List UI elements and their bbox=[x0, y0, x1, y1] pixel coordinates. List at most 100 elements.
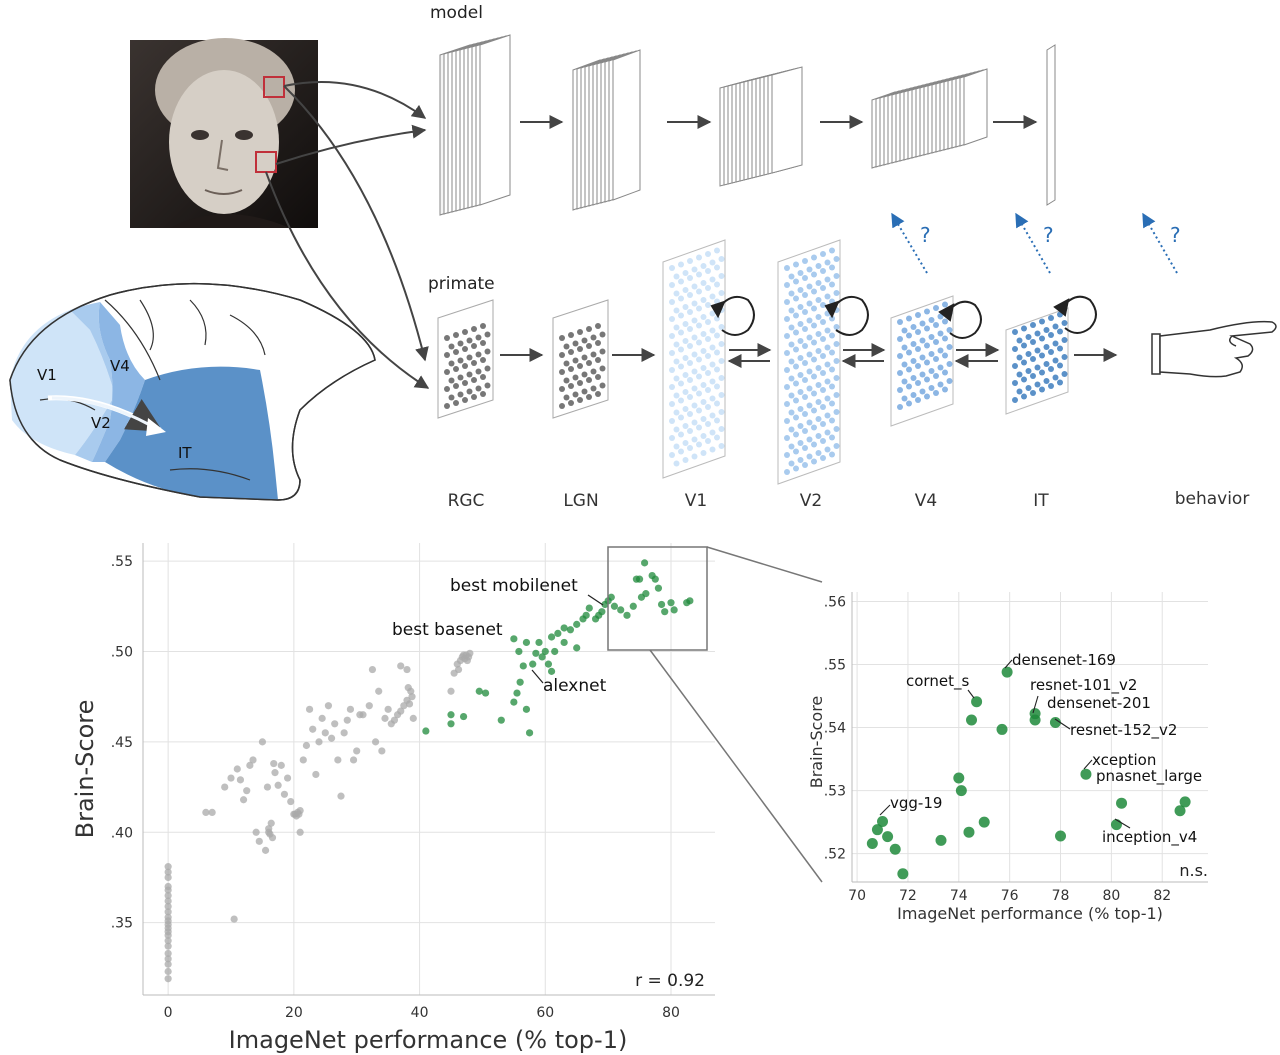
rgc-dot bbox=[475, 385, 482, 392]
v2-dot bbox=[824, 276, 831, 283]
rgc-dot bbox=[466, 354, 473, 361]
data-point bbox=[686, 597, 694, 605]
y-tick-label: .54 bbox=[824, 721, 846, 737]
lgn-dot bbox=[568, 332, 574, 338]
zoom-connector bbox=[649, 649, 823, 883]
it-dot bbox=[1012, 346, 1018, 352]
question-mark: ? bbox=[920, 223, 931, 247]
data-point bbox=[510, 698, 518, 706]
v2-dot bbox=[797, 440, 804, 446]
lgn-dot bbox=[577, 397, 583, 403]
region-label-lgn: LGN bbox=[563, 491, 598, 511]
v4-dot bbox=[906, 400, 912, 407]
data-point bbox=[654, 584, 663, 592]
v1-dot bbox=[678, 312, 684, 319]
v1-dot bbox=[696, 356, 702, 363]
v1-dot bbox=[669, 435, 675, 441]
v2-dot bbox=[788, 375, 795, 382]
data-point bbox=[519, 662, 527, 670]
v4-dot bbox=[901, 361, 908, 368]
data-point bbox=[409, 714, 417, 722]
data-point bbox=[877, 815, 889, 827]
data-point bbox=[866, 838, 878, 850]
model-layers bbox=[439, 34, 1056, 216]
v4-dot bbox=[937, 330, 944, 337]
v2-dot bbox=[815, 297, 822, 303]
data-point bbox=[971, 696, 983, 708]
data-point bbox=[312, 770, 320, 779]
v1-dot bbox=[691, 351, 698, 358]
it-dot bbox=[1030, 390, 1036, 396]
v1-dot bbox=[714, 264, 720, 271]
v2-dot bbox=[802, 258, 808, 264]
v1-dot bbox=[700, 433, 707, 439]
v1-dot bbox=[709, 259, 716, 266]
stage-lgn bbox=[552, 299, 609, 419]
it-dot bbox=[1057, 379, 1063, 386]
it-dot bbox=[1061, 320, 1068, 326]
v2-dot bbox=[833, 443, 840, 449]
v2-dot bbox=[793, 397, 799, 404]
data-point bbox=[607, 593, 615, 601]
v1-dot bbox=[691, 283, 698, 290]
v4-dot bbox=[924, 325, 930, 332]
it-dot bbox=[1034, 381, 1041, 388]
lgn-dot bbox=[581, 354, 588, 361]
v2-dot bbox=[784, 469, 790, 475]
x-tick-label: 70 bbox=[848, 888, 866, 904]
lgn-dot bbox=[581, 371, 588, 378]
data-point bbox=[405, 700, 414, 708]
v4-dot bbox=[910, 341, 917, 347]
v2-dot bbox=[811, 322, 817, 329]
v2-dot bbox=[788, 460, 795, 467]
data-point bbox=[629, 602, 637, 610]
v1-dot bbox=[714, 281, 720, 288]
lgn-dot bbox=[586, 360, 592, 366]
v1-dot bbox=[691, 419, 698, 426]
data-point bbox=[164, 931, 172, 939]
v1-dot bbox=[673, 409, 680, 416]
v2-dot bbox=[815, 314, 822, 320]
rgc-dot bbox=[484, 365, 491, 372]
v4-dot bbox=[915, 397, 921, 403]
data-point bbox=[287, 797, 295, 806]
v1-dot bbox=[687, 326, 693, 332]
primate-label: primate bbox=[428, 274, 495, 294]
v1-dot bbox=[682, 287, 689, 293]
v4-dot bbox=[942, 369, 948, 376]
v2-dot bbox=[811, 407, 817, 414]
v2-dot bbox=[797, 423, 804, 429]
v4-dot bbox=[915, 363, 921, 369]
v1-dot bbox=[687, 394, 693, 400]
region-label-behavior: behavior bbox=[1175, 489, 1250, 509]
v1-dot bbox=[705, 387, 711, 393]
v2-dot bbox=[820, 455, 826, 461]
v2-dot bbox=[824, 378, 831, 385]
region-label-v1: V1 bbox=[685, 491, 707, 511]
portrait-photo bbox=[130, 38, 318, 228]
data-point bbox=[538, 653, 546, 661]
lgn-dot bbox=[577, 346, 583, 352]
v2-dot bbox=[788, 273, 795, 280]
v2-dot bbox=[802, 445, 808, 451]
data-point bbox=[481, 689, 490, 697]
data-point bbox=[230, 915, 238, 923]
data-point bbox=[617, 606, 625, 614]
data-point bbox=[164, 967, 172, 976]
v2-dot bbox=[820, 319, 826, 325]
data-point bbox=[667, 599, 675, 607]
v1-dot bbox=[673, 324, 680, 331]
zoom-y-axis-title: Brain-Score bbox=[807, 696, 826, 789]
data-point bbox=[978, 816, 990, 828]
data-point bbox=[164, 863, 172, 871]
it-dot bbox=[1057, 328, 1063, 335]
v2-dot bbox=[820, 302, 826, 308]
data-point bbox=[641, 559, 649, 567]
v2-dot bbox=[802, 343, 808, 349]
stage-rgc bbox=[437, 299, 494, 419]
pointing-hand-icon bbox=[1151, 320, 1277, 378]
v4-dot bbox=[946, 361, 953, 367]
x-tick-label: 60 bbox=[536, 1005, 554, 1021]
primate-stages bbox=[437, 239, 1069, 485]
data-point bbox=[236, 776, 245, 784]
